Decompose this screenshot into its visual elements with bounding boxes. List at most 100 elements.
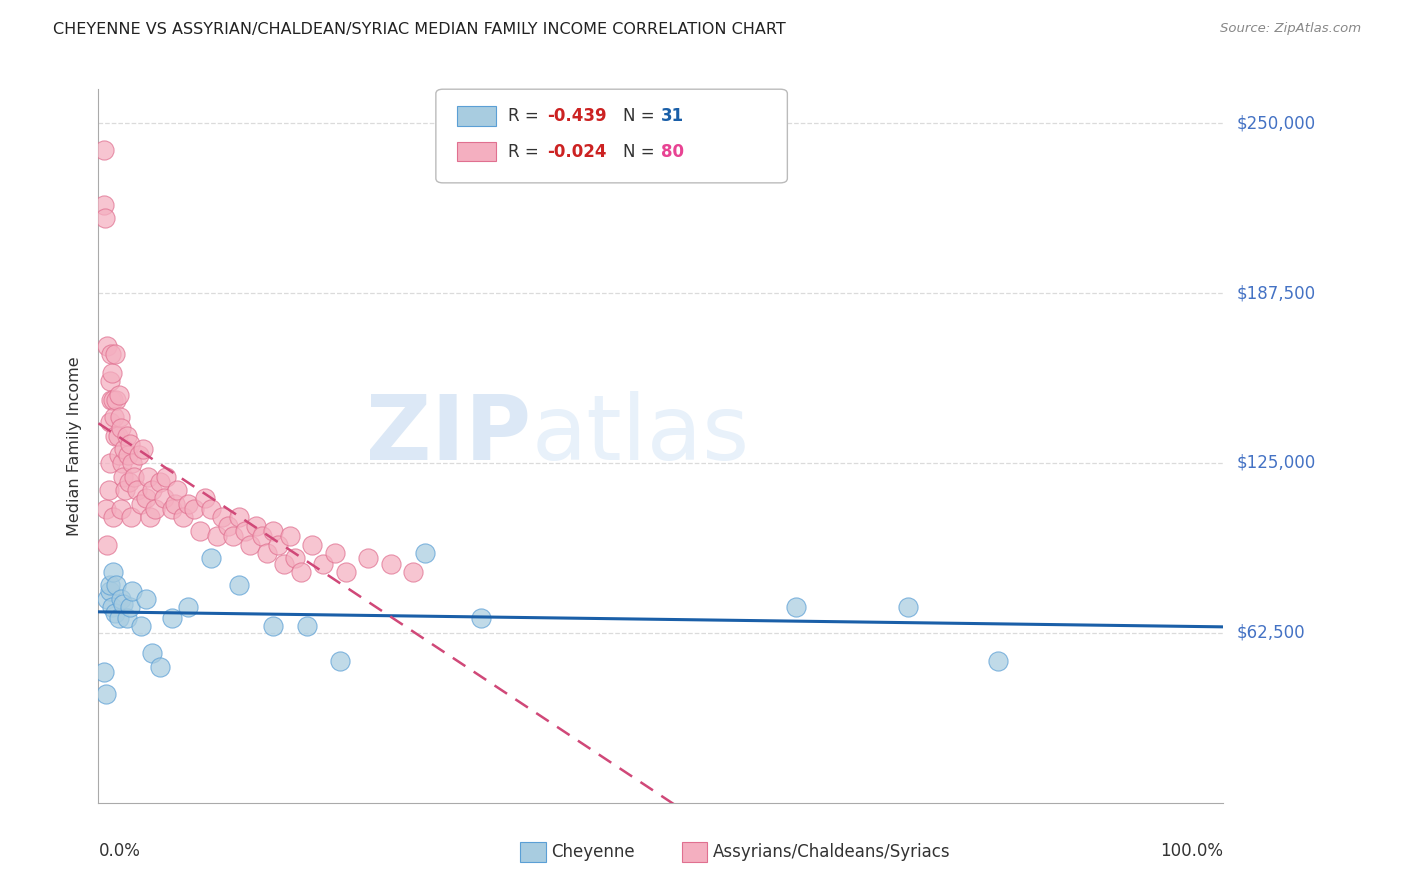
Point xyxy=(152,491,174,506)
Point xyxy=(94,211,117,226)
Text: Cheyenne: Cheyenne xyxy=(551,843,634,861)
Point xyxy=(256,546,278,560)
Point xyxy=(250,529,273,543)
Point xyxy=(357,551,380,566)
Point xyxy=(177,600,200,615)
Point xyxy=(125,483,148,498)
Point xyxy=(121,456,143,470)
Point xyxy=(188,524,211,538)
Point xyxy=(117,448,139,462)
Point xyxy=(104,347,127,361)
Point xyxy=(166,483,188,498)
Point xyxy=(413,546,436,560)
Point xyxy=(115,429,138,443)
Text: N =: N = xyxy=(623,107,659,125)
Point xyxy=(107,611,129,625)
Point xyxy=(105,393,128,408)
Point xyxy=(112,598,135,612)
Point xyxy=(132,442,155,457)
Point xyxy=(211,510,233,524)
Point xyxy=(785,600,807,615)
Point xyxy=(100,393,122,408)
Point xyxy=(111,456,134,470)
Text: 100.0%: 100.0% xyxy=(1160,842,1223,860)
Point xyxy=(200,551,222,566)
Text: 80: 80 xyxy=(661,143,683,161)
Point xyxy=(114,483,136,498)
Point xyxy=(118,437,141,451)
Point xyxy=(160,502,183,516)
Point xyxy=(267,537,290,551)
Point xyxy=(96,687,118,701)
Point xyxy=(160,611,183,625)
Text: 0.0%: 0.0% xyxy=(98,842,141,860)
Point xyxy=(118,475,141,489)
Text: $187,500: $187,500 xyxy=(1237,284,1316,302)
Point xyxy=(101,510,124,524)
Point xyxy=(141,483,163,498)
Point xyxy=(112,469,135,483)
Y-axis label: Median Family Income: Median Family Income xyxy=(67,356,83,536)
Point xyxy=(217,518,239,533)
Point xyxy=(155,469,177,483)
Text: CHEYENNE VS ASSYRIAN/CHALDEAN/SYRIAC MEDIAN FAMILY INCOME CORRELATION CHART: CHEYENNE VS ASSYRIAN/CHALDEAN/SYRIAC MED… xyxy=(53,22,786,37)
Point xyxy=(262,619,284,633)
Point xyxy=(312,557,335,571)
Point xyxy=(222,529,245,543)
Point xyxy=(329,655,352,669)
Point xyxy=(100,347,122,361)
Point xyxy=(194,491,217,506)
Point xyxy=(98,578,121,592)
Point xyxy=(402,565,425,579)
Text: R =: R = xyxy=(508,107,544,125)
Point xyxy=(323,546,346,560)
Point xyxy=(124,469,146,483)
Point xyxy=(110,420,132,434)
Point xyxy=(107,448,129,462)
Point xyxy=(97,483,120,498)
Point xyxy=(104,429,127,443)
Point xyxy=(98,375,121,389)
Point xyxy=(183,502,205,516)
Point xyxy=(163,497,186,511)
Point xyxy=(284,551,307,566)
Point xyxy=(93,198,115,212)
Point xyxy=(897,600,920,615)
Text: $250,000: $250,000 xyxy=(1237,114,1316,132)
Point xyxy=(101,393,124,408)
Point xyxy=(273,557,295,571)
Text: $125,000: $125,000 xyxy=(1237,454,1316,472)
Text: Source: ZipAtlas.com: Source: ZipAtlas.com xyxy=(1220,22,1361,36)
Point xyxy=(136,469,159,483)
Point xyxy=(93,665,115,680)
Point xyxy=(987,655,1010,669)
Point xyxy=(96,502,118,516)
Text: -0.024: -0.024 xyxy=(547,143,606,161)
Point xyxy=(105,578,128,592)
Point xyxy=(262,524,284,538)
Point xyxy=(96,537,118,551)
Point xyxy=(98,456,121,470)
Point xyxy=(149,475,172,489)
Point xyxy=(121,583,143,598)
Point xyxy=(172,510,194,524)
Point xyxy=(143,502,166,516)
Point xyxy=(335,565,357,579)
Point xyxy=(107,388,129,402)
Point xyxy=(101,600,124,615)
Point xyxy=(278,529,301,543)
Point xyxy=(118,600,141,615)
Point xyxy=(115,611,138,625)
Point xyxy=(129,619,152,633)
Point xyxy=(107,429,129,443)
Point xyxy=(200,502,222,516)
Text: $62,500: $62,500 xyxy=(1237,624,1306,642)
Point xyxy=(295,619,318,633)
Point xyxy=(103,409,125,424)
Text: Assyrians/Chaldeans/Syriacs: Assyrians/Chaldeans/Syriacs xyxy=(713,843,950,861)
Point xyxy=(290,565,312,579)
Point xyxy=(98,583,121,598)
Point xyxy=(120,510,142,524)
Point xyxy=(141,646,163,660)
Point xyxy=(228,510,250,524)
